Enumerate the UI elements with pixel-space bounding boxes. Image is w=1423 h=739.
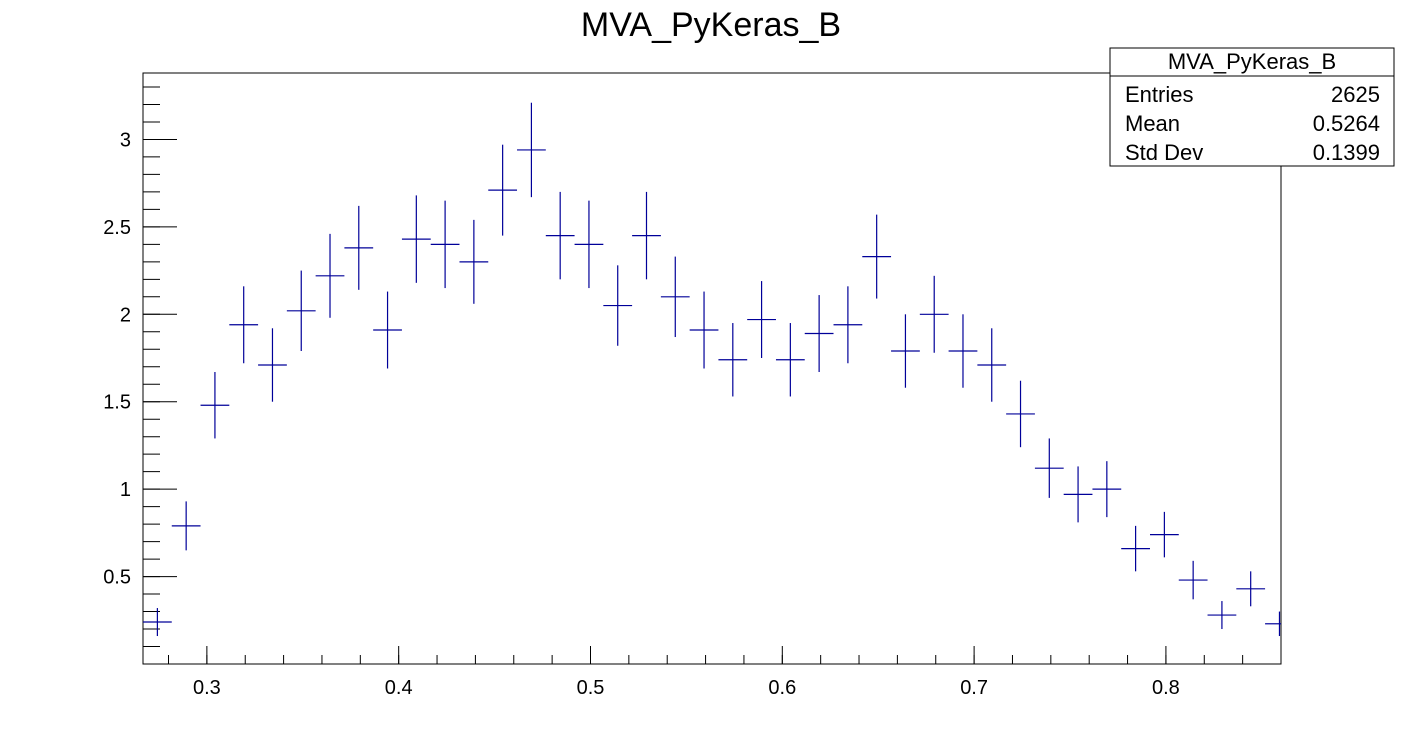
data-point [833,286,863,364]
data-point [229,286,259,364]
data-point [1006,380,1035,448]
stats-stddev-label: Std Dev [1125,140,1203,165]
data-point [977,328,1007,402]
data-point [286,270,316,352]
data-point [1063,466,1093,523]
data-point [143,608,172,637]
x-axis: 0.3 0.4 0.5 0.6 0.7 0.8 [168,646,1282,699]
data-point [891,314,920,388]
data-point [919,275,949,353]
data-point [1092,461,1122,518]
stats-mean-label: Mean [1125,111,1180,136]
y-tick-label: 2.5 [103,217,131,239]
y-tick-label: 2 [120,304,131,326]
data-point [459,219,489,304]
data-point [862,214,892,299]
x-tick-label: 0.4 [385,677,413,699]
data-point [1207,601,1237,630]
data-point [344,205,374,290]
stats-stddev-value: 0.1399 [1313,140,1380,165]
data-point [258,328,287,402]
stats-box: MVA_PyKeras_B Entries 2625 Mean 0.5264 S… [1109,47,1395,167]
stats-entries-value: 2625 [1331,82,1380,107]
stats-box-frame [1109,47,1395,167]
data-point [574,200,604,289]
data-point [948,314,978,388]
data-point [373,291,402,369]
data-point [200,371,230,439]
data-point [1236,571,1266,607]
x-tick-label: 0.8 [1152,677,1180,699]
data-point [401,195,431,283]
stats-box-title: MVA_PyKeras_B [1168,49,1336,74]
y-tick-label: 0.5 [103,567,131,589]
data-point [315,233,345,318]
data-point [660,256,690,338]
data-point [747,281,776,359]
y-axis: 0.5 1 1.5 2 2.5 3 [103,86,177,648]
stats-entries-label: Entries [1125,82,1193,107]
stats-mean-value: 0.5264 [1313,111,1380,136]
x-tick-label: 0.6 [768,677,796,699]
data-point [488,144,518,236]
y-tick-label: 1 [120,479,131,501]
data-point [775,323,805,397]
data-point [1034,438,1064,498]
x-tick-label: 0.7 [960,677,988,699]
data-point [1178,560,1208,600]
y-tick-label: 1.5 [103,392,131,414]
data-point [718,323,748,397]
data-point [689,291,719,369]
y-tick-label: 3 [120,129,131,151]
data-point [430,200,460,289]
data-point [1149,511,1179,558]
data-points [143,102,1281,637]
data-point [632,191,661,280]
data-point [804,295,834,372]
x-tick-label: 0.5 [577,677,605,699]
data-point [171,501,201,551]
data-point [1265,611,1281,637]
data-point [1121,525,1150,572]
data-point [545,191,575,280]
data-point [517,102,546,198]
chart-title: MVA_PyKeras_B [581,6,841,44]
plot-frame [142,72,1282,665]
data-point [603,265,633,346]
x-tick-label: 0.3 [193,677,221,699]
